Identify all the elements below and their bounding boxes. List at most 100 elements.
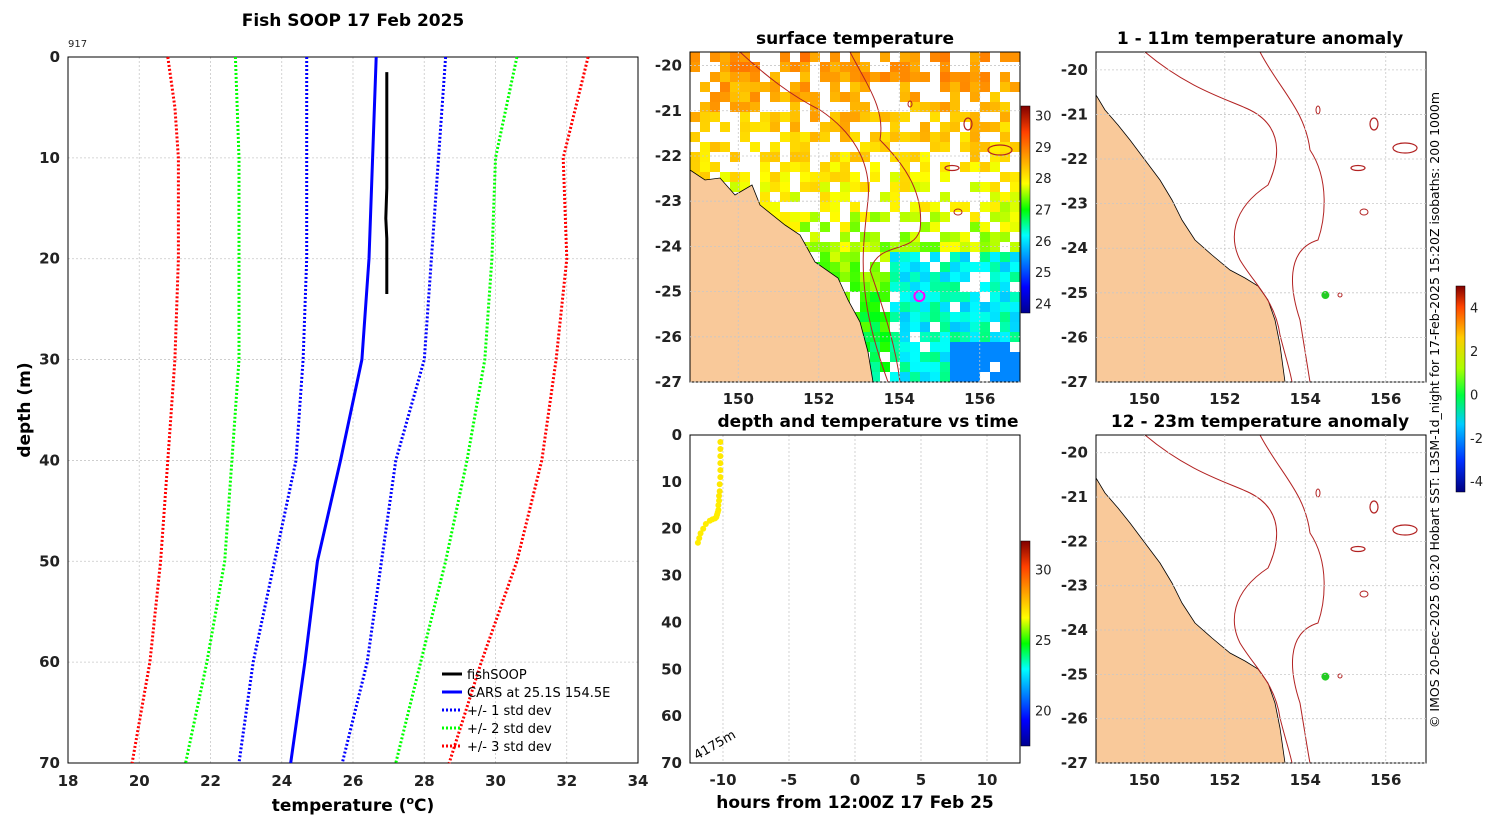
sst-cell — [980, 162, 990, 172]
sst-cell — [920, 272, 930, 282]
sst-cell — [870, 272, 880, 282]
sst-cell — [900, 82, 910, 92]
sst-cell — [850, 102, 860, 112]
sst-cell — [840, 112, 850, 122]
sst-cell — [870, 232, 880, 242]
sst-cell — [760, 192, 770, 202]
sst-cell — [730, 72, 740, 82]
sst-cell — [990, 262, 1000, 272]
sst-cell — [1000, 322, 1010, 332]
sst-cell — [940, 212, 950, 222]
anomaly2-land — [1096, 477, 1286, 763]
timeseries-y-tick-label: 40 — [661, 613, 682, 631]
sst-cell — [930, 112, 940, 122]
sst-cell — [970, 292, 980, 302]
sst-cell — [710, 142, 720, 152]
sst-cell — [790, 142, 800, 152]
sst-cell — [1010, 142, 1020, 152]
sst-cell — [990, 92, 1000, 102]
profile-series — [130, 56, 590, 764]
sst-cell — [1010, 222, 1020, 232]
timeseries-y-tick-label: 10 — [661, 473, 682, 491]
sst-cell — [830, 72, 840, 82]
profile-xlabel: temperature (oC) — [272, 794, 435, 816]
sst-cell — [920, 362, 930, 372]
anomaly2-isobath-200 — [1144, 435, 1293, 763]
anomaly2-x-tick-label: 154 — [1290, 771, 1321, 789]
profile-y-tick-label: 0 — [50, 48, 60, 66]
sst-cell — [870, 72, 880, 82]
sst-cell — [960, 262, 970, 272]
sst-cell — [860, 72, 870, 82]
sst-cell — [1010, 252, 1020, 262]
sst-cell — [920, 332, 930, 342]
sst-cell — [870, 362, 880, 372]
sst-cell — [820, 62, 830, 72]
sst-cell — [970, 52, 980, 62]
sst-cell — [980, 52, 990, 62]
sst-cell — [910, 282, 920, 292]
sst-cell — [760, 82, 770, 92]
anomaly1-y-tick-label: -24 — [1061, 239, 1088, 257]
timeseries-annotation: 4175m — [692, 728, 739, 764]
profile-line-fishsoop — [384, 72, 389, 294]
sst-cell — [780, 92, 790, 102]
sst-cell — [860, 232, 870, 242]
sst-cell — [960, 72, 970, 82]
sst-cell — [740, 182, 750, 192]
sst-cell — [780, 112, 790, 122]
sst-cell — [870, 312, 880, 322]
sst-cell — [1000, 372, 1010, 382]
sst-cell — [760, 112, 770, 122]
sst-cell — [940, 82, 950, 92]
sst-cell — [930, 292, 940, 302]
sst-reef-1 — [963, 117, 973, 131]
sst-cell — [740, 112, 750, 122]
sst-cell — [880, 242, 890, 252]
sst-cell — [890, 272, 900, 282]
anomaly2-title: 12 - 23m temperature anomaly — [1111, 412, 1409, 432]
sst-cell — [780, 172, 790, 182]
sst-cell — [1000, 82, 1010, 92]
sst-cell — [900, 72, 910, 82]
sst-cell — [900, 302, 910, 312]
sst-cell — [900, 332, 910, 342]
sst-cell — [810, 242, 820, 252]
sst-cell — [870, 302, 880, 312]
sst-cell — [990, 182, 1000, 192]
sst-cell — [770, 152, 780, 162]
sst-cell — [790, 132, 800, 142]
sst-cell — [920, 132, 930, 142]
profile-x-tick-label: 22 — [200, 772, 221, 790]
anomaly1-y-tick-label: -27 — [1061, 373, 1088, 391]
sst-cell — [940, 102, 950, 112]
sst-cell — [790, 162, 800, 172]
sst-cell — [860, 282, 870, 292]
sst-cell — [800, 82, 810, 92]
sst-cell — [920, 162, 930, 172]
sst-cell — [940, 302, 950, 312]
sst-cell — [900, 232, 910, 242]
sst-cell — [1000, 312, 1010, 322]
sst-cell — [950, 232, 960, 242]
sst-cell — [950, 312, 960, 322]
sst-cell — [920, 182, 930, 192]
sst-cell — [740, 72, 750, 82]
timeseries-point — [716, 492, 723, 499]
anomaly1-map — [1096, 52, 1426, 382]
sst-cell — [880, 132, 890, 142]
sst-cell — [930, 282, 940, 292]
timeseries-point — [716, 488, 723, 495]
timeseries-grid — [722, 435, 988, 763]
sst-cell — [950, 322, 960, 332]
sst-cell — [950, 122, 960, 132]
sst-cell — [1010, 312, 1020, 322]
sst-cell — [750, 122, 760, 132]
sst-y-tick-label: -25 — [655, 283, 682, 301]
sst-cell — [940, 282, 950, 292]
sst-cell — [710, 162, 720, 172]
sst-cell — [1000, 212, 1010, 222]
sst-cell — [750, 72, 760, 82]
sst-cell — [970, 132, 980, 142]
timeseries-panel: depth and temperature vs time -10 -5 0 5 10 0… — [661, 412, 1051, 813]
